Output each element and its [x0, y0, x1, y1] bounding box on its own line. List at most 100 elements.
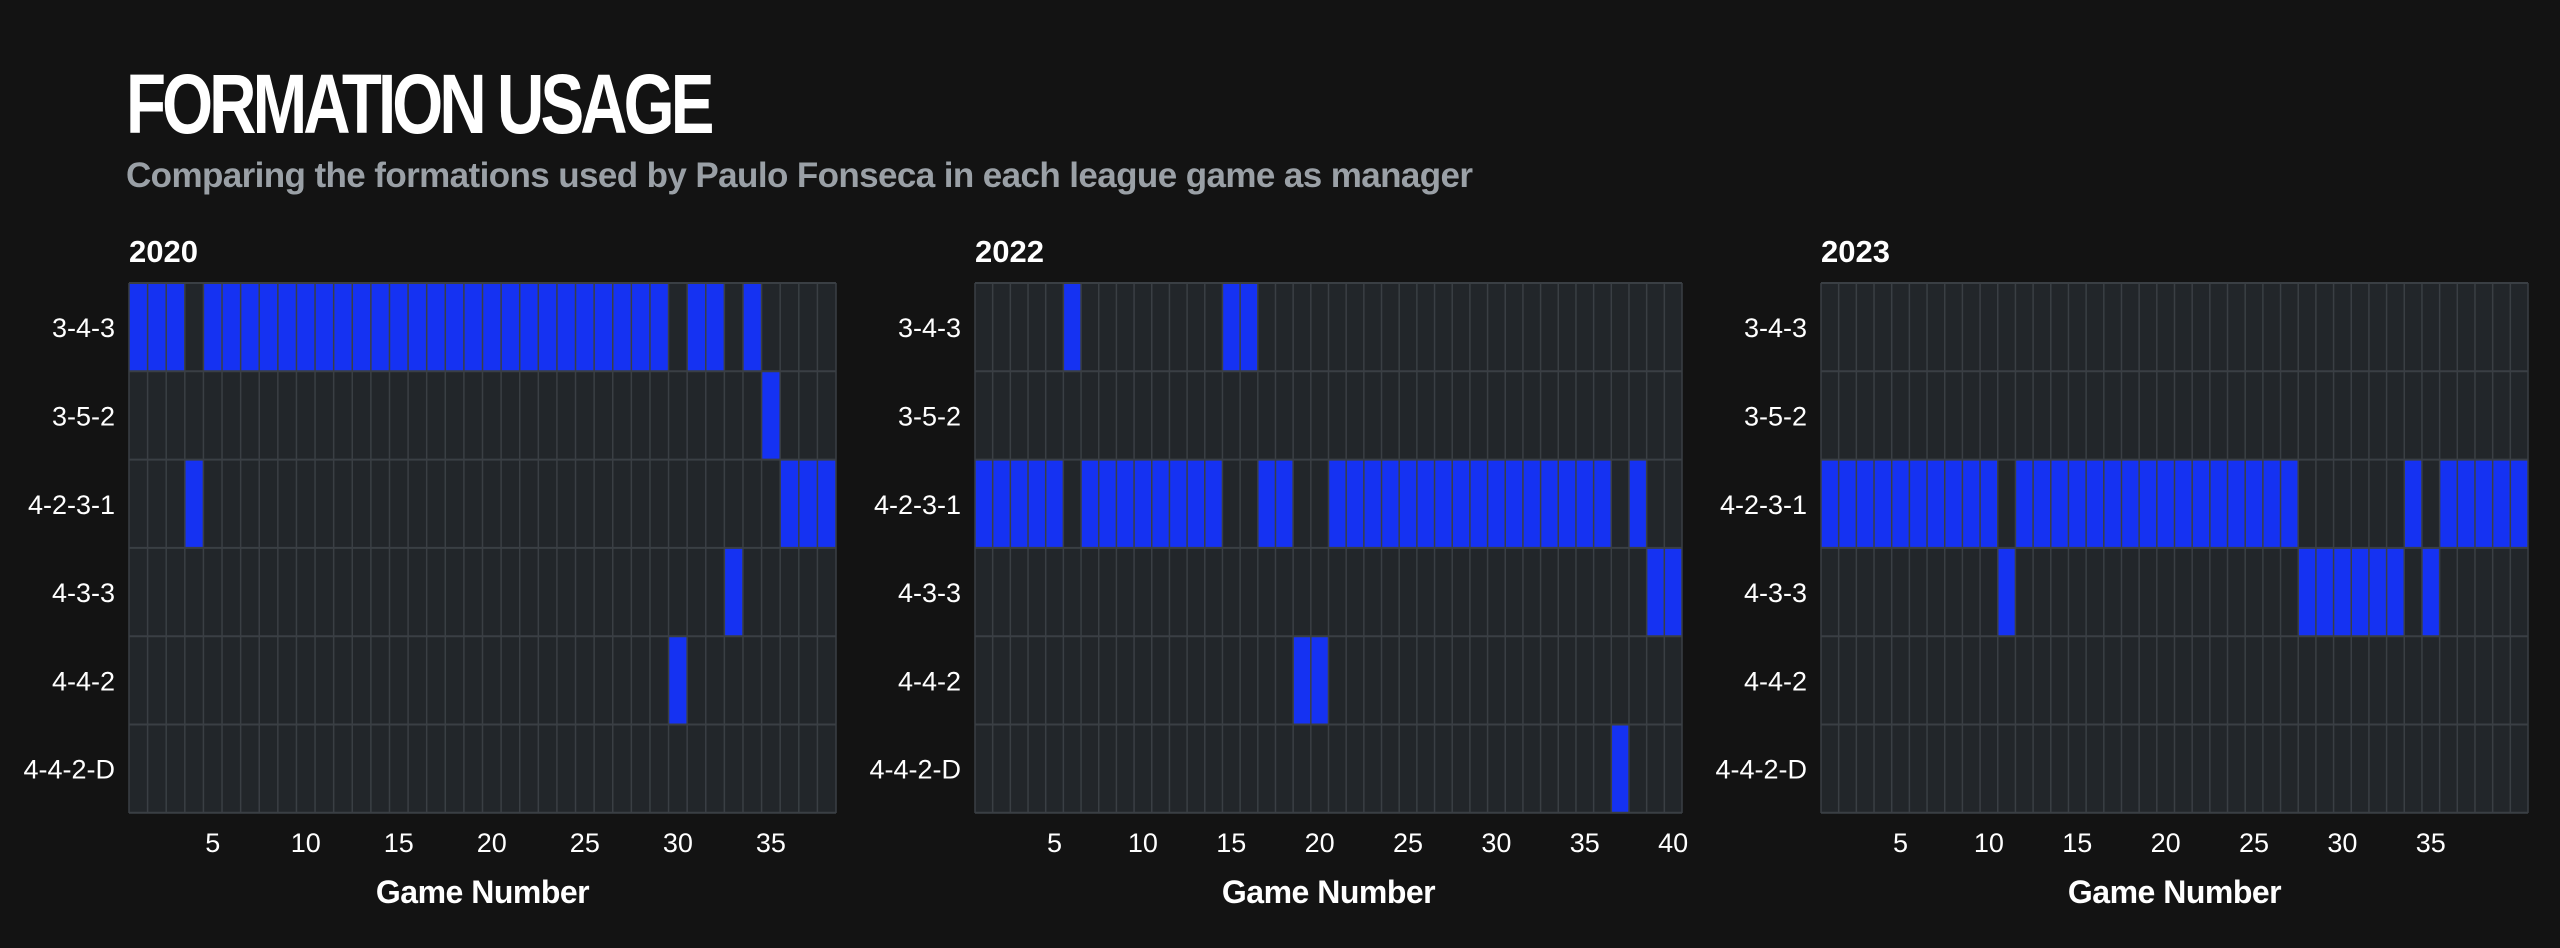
usage-cell: [975, 459, 993, 548]
usage-cell: [2315, 547, 2334, 637]
usage-cell: [1310, 636, 1329, 725]
usage-cell: [1593, 459, 1612, 548]
x-tick-label: 40: [1658, 828, 1688, 858]
y-tick-label: 4-3-3: [898, 578, 961, 608]
usage-cell: [1028, 459, 1046, 548]
usage-cell: [2439, 459, 2458, 548]
usage-cell: [389, 283, 409, 372]
x-tick-label: 30: [1481, 828, 1511, 858]
usage-cell: [2174, 459, 2193, 548]
usage-cell: [668, 636, 688, 725]
x-tick-label: 5: [1893, 828, 1908, 858]
y-tick-label: 4-2-3-1: [874, 490, 961, 520]
usage-cell: [1469, 459, 1488, 548]
usage-cell: [519, 283, 539, 372]
usage-cell: [1399, 459, 1417, 548]
usage-cell: [1381, 459, 1400, 548]
usage-cell: [992, 459, 1011, 548]
usage-cell: [240, 283, 260, 372]
usage-cell: [501, 283, 520, 372]
usage-cell: [687, 283, 706, 372]
x-tick-label: 30: [2327, 828, 2357, 858]
usage-cell: [1909, 459, 1928, 548]
usage-cell: [1187, 459, 1205, 548]
usage-cell: [463, 283, 483, 372]
usage-cell: [2386, 547, 2405, 637]
x-tick-label: 25: [570, 828, 600, 858]
usage-cell: [1098, 459, 1117, 548]
usage-cell: [352, 283, 371, 372]
x-tick-label: 10: [1974, 828, 2004, 858]
usage-cell: [1522, 459, 1541, 548]
usage-cell: [445, 283, 464, 372]
usage-cell: [2298, 547, 2316, 637]
usage-cell: [147, 283, 167, 372]
usage-cell: [2192, 459, 2210, 548]
x-tick-label: 15: [1216, 828, 1246, 858]
usage-cell: [1575, 459, 1594, 548]
usage-cell: [1611, 724, 1629, 813]
usage-cell: [556, 283, 576, 372]
usage-cell: [2068, 459, 2087, 548]
y-tick-label: 4-2-3-1: [1720, 490, 1807, 520]
usage-cell: [1452, 459, 1470, 548]
usage-cell: [184, 459, 204, 548]
y-tick-label: 4-4-2: [898, 666, 961, 696]
usage-cell: [1505, 459, 1523, 548]
usage-cell: [1257, 459, 1276, 548]
usage-cell: [408, 283, 427, 372]
usage-cell: [1204, 459, 1223, 548]
usage-cell: [1063, 283, 1082, 372]
usage-cell: [817, 459, 836, 548]
usage-cell: [1927, 459, 1945, 548]
usage-cell: [1664, 547, 1682, 637]
y-tick-label: 3-5-2: [1744, 401, 1807, 431]
x-tick-label: 20: [477, 828, 507, 858]
usage-cell: [166, 283, 185, 372]
usage-cell: [594, 283, 613, 372]
chart-2: 2023 3-4-3 3-5-2 4-2-3-1 4-3-3 4-4-2 4-4-2-D 5 1…: [1715, 234, 2529, 910]
usage-cell: [1558, 459, 1576, 548]
y-tick-label: 4-4-2-D: [23, 755, 115, 785]
usage-cell: [1275, 459, 1294, 548]
x-axis-label: Game Number: [2068, 874, 2281, 910]
usage-cell: [129, 283, 148, 372]
usage-cell: [296, 283, 316, 372]
y-tick-label: 4-4-2: [1744, 666, 1807, 696]
usage-cell: [1434, 459, 1453, 548]
x-tick-label: 35: [2416, 828, 2446, 858]
x-tick-label: 20: [2151, 828, 2181, 858]
chart-title: 2023: [1821, 234, 1890, 269]
x-tick-label: 5: [1047, 828, 1062, 858]
usage-cell: [2121, 459, 2140, 548]
x-tick-label: 15: [384, 828, 414, 858]
usage-cell: [2015, 459, 2034, 548]
usage-cell: [1646, 547, 1665, 637]
usage-cell: [1222, 283, 1241, 372]
page-subtitle: Comparing the formations used by Paulo F…: [126, 156, 1473, 195]
usage-cell: [761, 371, 781, 460]
usage-cell: [2050, 459, 2069, 548]
usage-cell: [370, 283, 390, 372]
x-tick-label: 30: [663, 828, 693, 858]
chart-title: 2022: [975, 234, 1044, 269]
usage-cell: [2368, 547, 2387, 637]
x-tick-label: 35: [1570, 828, 1600, 858]
y-tick-label: 4-4-2: [52, 666, 115, 696]
usage-cell: [1081, 459, 1099, 548]
chart-1: 2022 3-4-3 3-5-2 4-2-3-1 4-3-3 4-4-2 4-4-2-D 5 1…: [869, 234, 1688, 910]
y-tick-label: 4-2-3-1: [28, 490, 115, 520]
usage-cell: [259, 283, 278, 372]
y-tick-label: 3-5-2: [52, 401, 115, 431]
y-tick-label: 3-4-3: [1744, 313, 1807, 343]
usage-cell: [2474, 459, 2493, 548]
usage-cell: [724, 547, 743, 637]
x-axis-label: Game Number: [376, 874, 589, 910]
usage-cell: [1169, 459, 1188, 548]
y-tick-label: 3-4-3: [52, 313, 115, 343]
usage-cell: [2421, 547, 2440, 637]
usage-cell: [1838, 459, 1857, 548]
x-tick-label: 25: [1393, 828, 1423, 858]
usage-cell: [1116, 459, 1135, 548]
